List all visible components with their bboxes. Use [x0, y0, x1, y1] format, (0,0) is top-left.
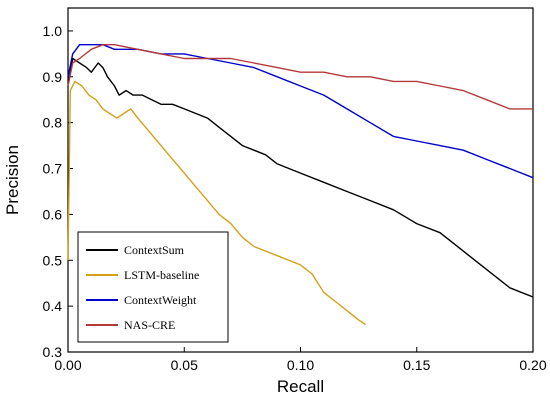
- legend-entry: ContextSum: [124, 243, 185, 257]
- legend-entry: LSTM-baseline: [124, 268, 199, 282]
- y-tick-label: 0.5: [43, 252, 63, 268]
- y-tick-label: 0.8: [43, 115, 63, 131]
- series-line-contextweight: [67, 44, 534, 179]
- y-tick-label: 1.0: [43, 23, 63, 39]
- y-tick-label: 0.9: [43, 69, 63, 85]
- x-tick-label: 0.10: [287, 357, 314, 373]
- series-line-contextsum: [67, 57, 534, 298]
- legend-entry: NAS-CRE: [124, 318, 175, 332]
- x-tick-label: 0.00: [54, 357, 81, 373]
- axis-tick-labels: 0.00 0.05 0.10 0.15 0.20 0.3 0.4 0.5 0.6 0.7 0.8 0.…: [43, 23, 547, 373]
- series-line-lstm-baseline: [67, 80, 366, 326]
- x-tick-label: 0.05: [171, 357, 198, 373]
- x-tick-label: 0.20: [519, 357, 546, 373]
- series-lines: [67, 44, 534, 326]
- x-tick-label: 0.15: [403, 357, 430, 373]
- x-axis-label: Recall: [277, 377, 324, 396]
- y-axis-label: Precision: [3, 145, 22, 215]
- legend: ContextSum LSTM-baseline ContextWeight NAS-…: [77, 231, 229, 343]
- y-tick-label: 0.4: [43, 298, 63, 314]
- series-line-nas-cre: [67, 44, 533, 110]
- y-tick-label: 0.7: [43, 161, 63, 177]
- y-tick-label: 0.3: [43, 344, 63, 360]
- legend-entry: ContextWeight: [124, 293, 197, 307]
- y-tick-label: 0.6: [43, 206, 63, 222]
